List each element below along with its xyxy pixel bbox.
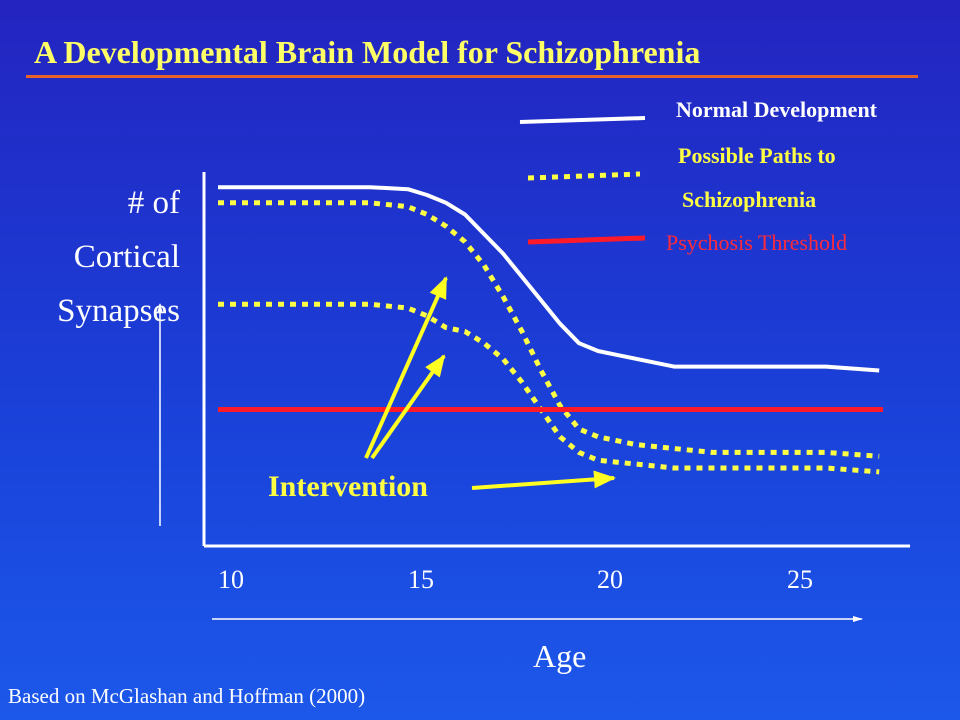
x-tick-label-20: 20 xyxy=(597,565,623,594)
y-axis-label-line-1: # of xyxy=(127,185,180,221)
intervention-arrow-2 xyxy=(370,354,446,460)
series-line-normal-development-0 xyxy=(218,185,880,373)
intervention-arrow-3 xyxy=(471,470,616,490)
source-note: Based on McGlashan and Hoffman (2000) xyxy=(8,684,366,708)
legend-label-paths-line-2: Schizophrenia xyxy=(682,187,817,212)
series-line-possible-paths-to-schizophrenia-2 xyxy=(218,301,880,475)
legend-swatch-paths xyxy=(527,171,641,181)
intervention-arrow-1 xyxy=(364,276,448,459)
x-tick-label-15: 15 xyxy=(408,565,434,594)
legend-label-normal: Normal Development xyxy=(676,97,878,122)
legend-swatch-threshold xyxy=(527,235,646,245)
legend-label-threshold: Psychosis Threshold xyxy=(666,230,848,255)
x-tick-label-10: 10 xyxy=(218,565,244,594)
series-line-possible-paths-to-schizophrenia-1 xyxy=(218,200,880,459)
x-tick-label-25: 25 xyxy=(787,565,813,594)
intervention-label: Intervention xyxy=(268,470,428,503)
series-layer xyxy=(218,185,883,475)
slide-title: A Developmental Brain Model for Schizoph… xyxy=(34,34,701,70)
title-underline xyxy=(26,75,918,78)
legend-label-paths-line-1: Possible Paths to xyxy=(678,143,836,168)
legend-swatch-normal xyxy=(519,116,646,124)
y-axis-label-line-2: Cortical xyxy=(73,239,180,275)
x-axis-label: Age xyxy=(533,638,587,674)
